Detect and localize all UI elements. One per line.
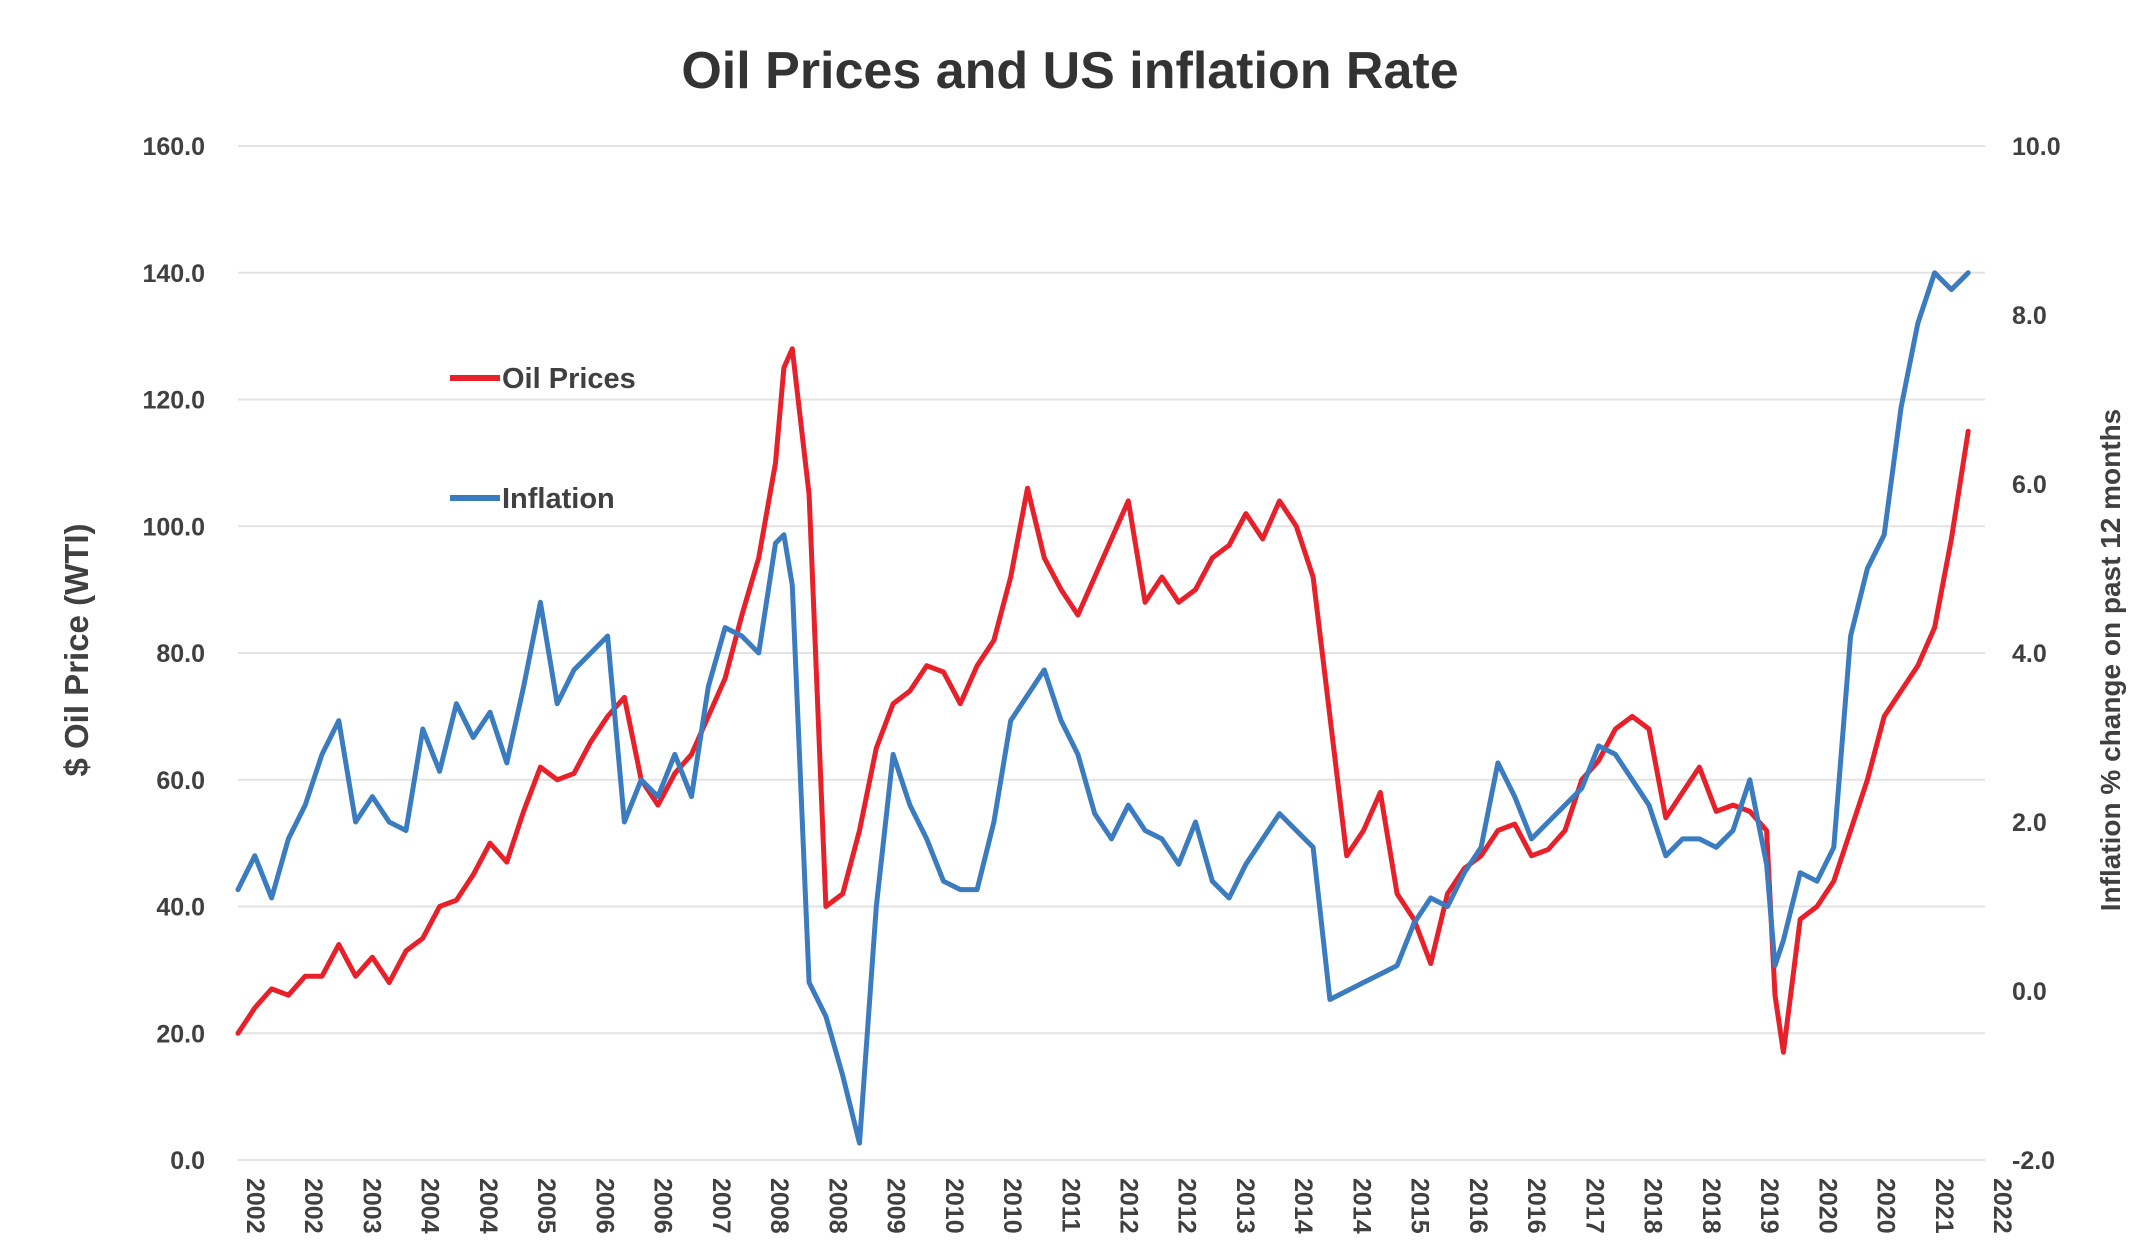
y-tick-label-right: 6.0 bbox=[2012, 471, 2047, 499]
x-tick-label: 2016 bbox=[1464, 1178, 1492, 1234]
y-tick-label-right: 4.0 bbox=[2012, 640, 2047, 668]
x-tick-label: 2006 bbox=[590, 1178, 618, 1234]
y-tick-label-left: 100.0 bbox=[142, 513, 205, 541]
x-tick-label: 2016 bbox=[1522, 1178, 1550, 1234]
x-tick-label: 2021 bbox=[1930, 1178, 1958, 1234]
legend: Oil Prices Inflation bbox=[450, 363, 636, 515]
x-tick-label: 2013 bbox=[1231, 1178, 1259, 1234]
x-tick-label: 2003 bbox=[357, 1178, 385, 1234]
legend-label-oil-prices: Oil Prices bbox=[502, 363, 636, 395]
x-tick-label: 2012 bbox=[1115, 1178, 1143, 1234]
series-line-oil-prices bbox=[235, 346, 1971, 1055]
x-tick-label: 2008 bbox=[823, 1178, 851, 1234]
x-tick-label: 2012 bbox=[1173, 1178, 1201, 1234]
x-tick-label: 2002 bbox=[299, 1178, 327, 1234]
y-tick-label-left: 60.0 bbox=[156, 767, 205, 795]
x-tick-label: 2010 bbox=[940, 1178, 968, 1234]
x-axis-ticks: 2002 2002 2003 2004 2004 2005 2006 2006 2007 2008… bbox=[241, 1178, 2016, 1234]
x-tick-label: 2014 bbox=[1289, 1178, 1317, 1234]
x-tick-label: 2005 bbox=[532, 1178, 560, 1234]
y-tick-label-left: 40.0 bbox=[156, 894, 205, 922]
gridlines bbox=[238, 145, 1985, 1161]
x-tick-label: 2019 bbox=[1755, 1178, 1783, 1234]
x-tick-label: 2007 bbox=[707, 1178, 735, 1234]
x-tick-label: 2018 bbox=[1697, 1178, 1725, 1234]
chart-title: Oil Prices and US inflation Rate bbox=[681, 42, 1458, 100]
x-tick-label: 2020 bbox=[1813, 1178, 1841, 1234]
x-tick-label: 2009 bbox=[882, 1178, 910, 1234]
x-tick-label: 2006 bbox=[649, 1178, 677, 1234]
series-line-inflation bbox=[235, 270, 1971, 1146]
x-tick-label: 2020 bbox=[1872, 1178, 1900, 1234]
x-tick-label: 2015 bbox=[1406, 1178, 1434, 1234]
x-tick-label: 2022 bbox=[1988, 1178, 2016, 1234]
y-tick-label-left: 120.0 bbox=[142, 387, 205, 415]
y-axis-label-left: $ Oil Price (WTI) bbox=[58, 523, 95, 776]
y-tick-label-left: 80.0 bbox=[156, 640, 205, 668]
y-tick-label-left: 160.0 bbox=[142, 133, 205, 161]
legend-label-inflation: Inflation bbox=[502, 483, 615, 515]
y-tick-label-right: -2.0 bbox=[2012, 1147, 2055, 1175]
x-tick-label: 2018 bbox=[1639, 1178, 1667, 1234]
series-lines bbox=[235, 270, 1971, 1146]
x-tick-label: 2014 bbox=[1347, 1178, 1375, 1234]
y-tick-label-right: 10.0 bbox=[2012, 133, 2061, 161]
y-tick-label-left: 140.0 bbox=[142, 260, 205, 288]
y-tick-label-right: 0.0 bbox=[2012, 978, 2047, 1006]
right-axis-ticks: -2.0 0.0 2.0 4.0 6.0 8.0 10.0 bbox=[2012, 133, 2061, 1175]
y-tick-label-right: 8.0 bbox=[2012, 302, 2047, 330]
y-axis-label-right: Inflation % change on past 12 months bbox=[2095, 409, 2126, 912]
x-tick-label: 2004 bbox=[416, 1178, 444, 1234]
y-tick-label-left: 20.0 bbox=[156, 1020, 205, 1048]
x-tick-label: 2002 bbox=[241, 1178, 269, 1234]
x-tick-label: 2010 bbox=[998, 1178, 1026, 1234]
x-tick-label: 2017 bbox=[1580, 1178, 1608, 1234]
x-tick-label: 2004 bbox=[474, 1178, 502, 1234]
y-tick-label-left: 0.0 bbox=[170, 1147, 205, 1175]
x-tick-label: 2008 bbox=[765, 1178, 793, 1234]
left-axis-ticks: 0.0 20.0 40.0 60.0 80.0 100.0 120.0 140.0 160.0 bbox=[142, 133, 205, 1175]
y-tick-label-right: 2.0 bbox=[2012, 809, 2047, 837]
x-tick-label: 2011 bbox=[1056, 1178, 1084, 1232]
